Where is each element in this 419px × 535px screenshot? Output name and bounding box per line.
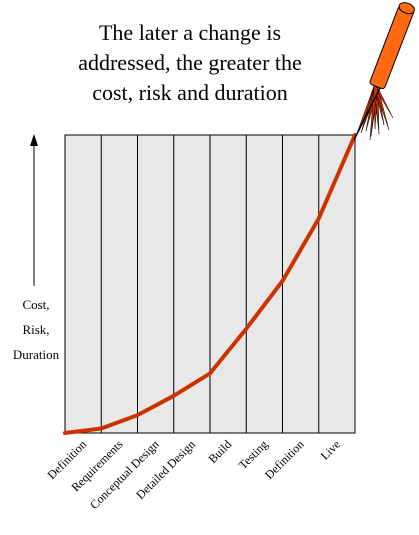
rocket-icon (353, 2, 415, 141)
y-axis-label-line: Duration (12, 347, 60, 362)
x-tick-label: Definition (262, 437, 307, 482)
data-point (317, 216, 321, 220)
title-line: The later a change is (98, 20, 281, 45)
data-point (63, 431, 67, 435)
data-point (136, 413, 139, 417)
data-point (172, 394, 176, 398)
x-tick-label: Testing (236, 437, 271, 472)
data-point (281, 279, 284, 283)
rocket-nose-icon (398, 2, 415, 15)
y-axis-label-line: Risk, (22, 322, 50, 337)
rocket-flame-icon (353, 79, 394, 141)
title-line: addressed, the greater the (78, 50, 302, 75)
rocket-trail (353, 79, 385, 141)
y-axis-arrow (30, 134, 38, 286)
y-axis-label-line: Cost, (22, 297, 50, 312)
data-points (63, 133, 357, 435)
data-point (99, 427, 103, 431)
flame-streak (369, 85, 379, 141)
y-axis-label: Cost, Risk, Duration (0, 292, 72, 367)
x-tick-label: Build (205, 437, 234, 466)
chart-title: The later a change is addressed, the gre… (40, 18, 340, 108)
data-point (244, 327, 248, 331)
x-tick-label: Live (318, 437, 343, 462)
data-point (208, 371, 212, 375)
rocket-body-icon (369, 5, 414, 90)
title-line: cost, risk and duration (92, 80, 288, 105)
